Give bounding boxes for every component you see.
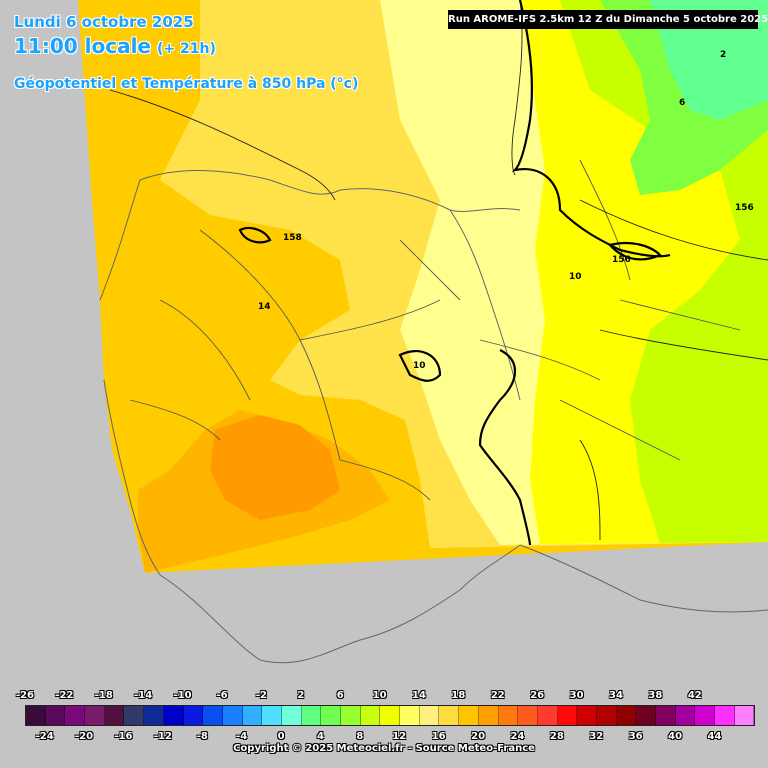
legend-tick-label: 30: [569, 690, 584, 701]
legend-tick-label: -22: [55, 690, 74, 701]
legend-swatch: [281, 706, 302, 725]
legend-tick-label: 40: [668, 731, 683, 742]
legend-top-labels: -26 -22 -18 -14 -10 -6 -2 2 6 10 14 18 22 26 30 34 38 42: [0, 690, 768, 704]
legend-tick-label: 2: [297, 690, 305, 701]
legend-swatch: [675, 706, 696, 725]
legend-tick-label: -6: [216, 690, 228, 701]
legend-swatch: [734, 706, 755, 725]
legend-tick-label: 34: [609, 690, 623, 701]
legend-swatch: [636, 706, 656, 725]
legend-swatch: [400, 706, 420, 725]
copyright-notice: Copyright © 2025 Meteociel.fr - Source M…: [233, 743, 535, 754]
contour-label-156b: 156: [735, 203, 754, 213]
legend-swatch: [321, 706, 341, 725]
legend-tick-label: 16: [431, 731, 446, 742]
legend-tick-label: 26: [530, 690, 545, 701]
geopotential-isolines: [109, 0, 768, 541]
contour-label-2: 2: [720, 50, 726, 60]
legend-tick-label: 14: [412, 690, 426, 701]
legend-tick-label: 20: [471, 731, 486, 742]
legend-tick-label: 38: [648, 690, 663, 701]
legend-tick-label: -10: [173, 690, 192, 701]
legend-tick-label: 6: [336, 690, 344, 701]
legend-swatch: [656, 706, 676, 725]
legend-tick-label: 0: [277, 731, 285, 742]
legend-tick-label: 32: [589, 731, 604, 742]
parameter-title: Géopotentiel et Température à 850 hPa (°…: [14, 76, 359, 92]
legend-swatch: [715, 706, 735, 725]
legend-tick-label: 36: [628, 731, 643, 742]
legend-tick-label: -18: [94, 690, 113, 701]
legend-tick-label: 42: [687, 690, 702, 701]
forecast-date: Lundi 6 octobre 2025: [14, 13, 194, 31]
legend-swatch: [85, 706, 105, 725]
legend-tick-label: -12: [153, 731, 172, 742]
temperature-isotherms: [238, 0, 671, 546]
legend-tick-label: -14: [134, 690, 153, 701]
legend-swatch: [596, 706, 617, 725]
legend-swatch: [104, 706, 125, 725]
legend-tick-label: 12: [392, 731, 407, 742]
legend-tick-label: -26: [15, 690, 35, 701]
legend-swatch: [380, 706, 401, 725]
legend-tick-label: -4: [236, 731, 248, 742]
legend-swatch: [183, 706, 204, 725]
legend-tick-label: -20: [75, 731, 94, 742]
legend-swatch: [537, 706, 558, 725]
contour-label-156a: 156: [612, 255, 631, 265]
legend-swatch: [301, 706, 322, 725]
legend-swatch: [341, 706, 361, 725]
forecast-offset: (+ 21h): [157, 41, 216, 57]
field-t2: [650, 0, 768, 120]
contour-label-14: 14: [258, 302, 271, 312]
legend-tick-label: -2: [255, 690, 267, 701]
color-scale: [25, 705, 756, 726]
legend-bottom-labels: -24 -20 -16 -12 -8 -4 0 4 8 12 16 20 24 28 32 36 40 44: [0, 731, 768, 745]
legend-swatch: [419, 706, 440, 725]
field-t17: [210, 415, 340, 520]
legend-swatch: [124, 706, 145, 725]
legend-swatch: [360, 706, 381, 725]
run-info-banner: Run AROME-IFS 2.5km 12 Z du Dimanche 5 o…: [448, 10, 768, 29]
legend-swatch: [616, 706, 637, 725]
legend-tick-label: 24: [510, 731, 525, 742]
coastlines: [99, 170, 768, 664]
contour-label-6: 6: [679, 98, 685, 108]
legend-swatch: [577, 706, 597, 725]
forecast-time: 11:00 locale (+ 21h): [14, 34, 216, 58]
legend-swatch: [478, 706, 499, 725]
legend-swatch: [557, 706, 578, 725]
legend-tick-label: -16: [114, 731, 133, 742]
legend-swatch: [65, 706, 86, 725]
legend-swatch: [262, 706, 282, 725]
legend-tick-label: 22: [490, 690, 505, 701]
legend-swatch: [459, 706, 479, 725]
legend-tick-label: 4: [317, 731, 324, 742]
legend-swatch: [26, 706, 46, 725]
legend-tick-label: 44: [707, 731, 722, 742]
legend-swatch: [498, 706, 519, 725]
legend-tick-label: -8: [196, 731, 208, 742]
legend-tick-label: 18: [451, 690, 466, 701]
contour-label-10b: 10: [413, 361, 426, 371]
forecast-time-value: 11:00 locale: [14, 34, 151, 58]
legend-swatch: [695, 706, 716, 725]
legend-tick-label: 10: [372, 690, 387, 701]
legend-tick-label: 8: [356, 731, 364, 742]
legend-swatch: [163, 706, 184, 725]
legend-swatch: [242, 706, 263, 725]
legend-swatch: [203, 706, 223, 725]
legend-swatch: [518, 706, 538, 725]
legend-tick-label: 28: [549, 731, 564, 742]
legend-tick-label: -24: [35, 731, 54, 742]
legend-swatch: [45, 706, 66, 725]
internal-borders: [129, 159, 741, 501]
contour-label-10a: 10: [569, 272, 582, 282]
contour-label-158: 158: [283, 233, 302, 243]
legend-swatch: [144, 706, 164, 725]
legend-swatch: [222, 706, 243, 725]
legend-swatch: [439, 706, 460, 725]
